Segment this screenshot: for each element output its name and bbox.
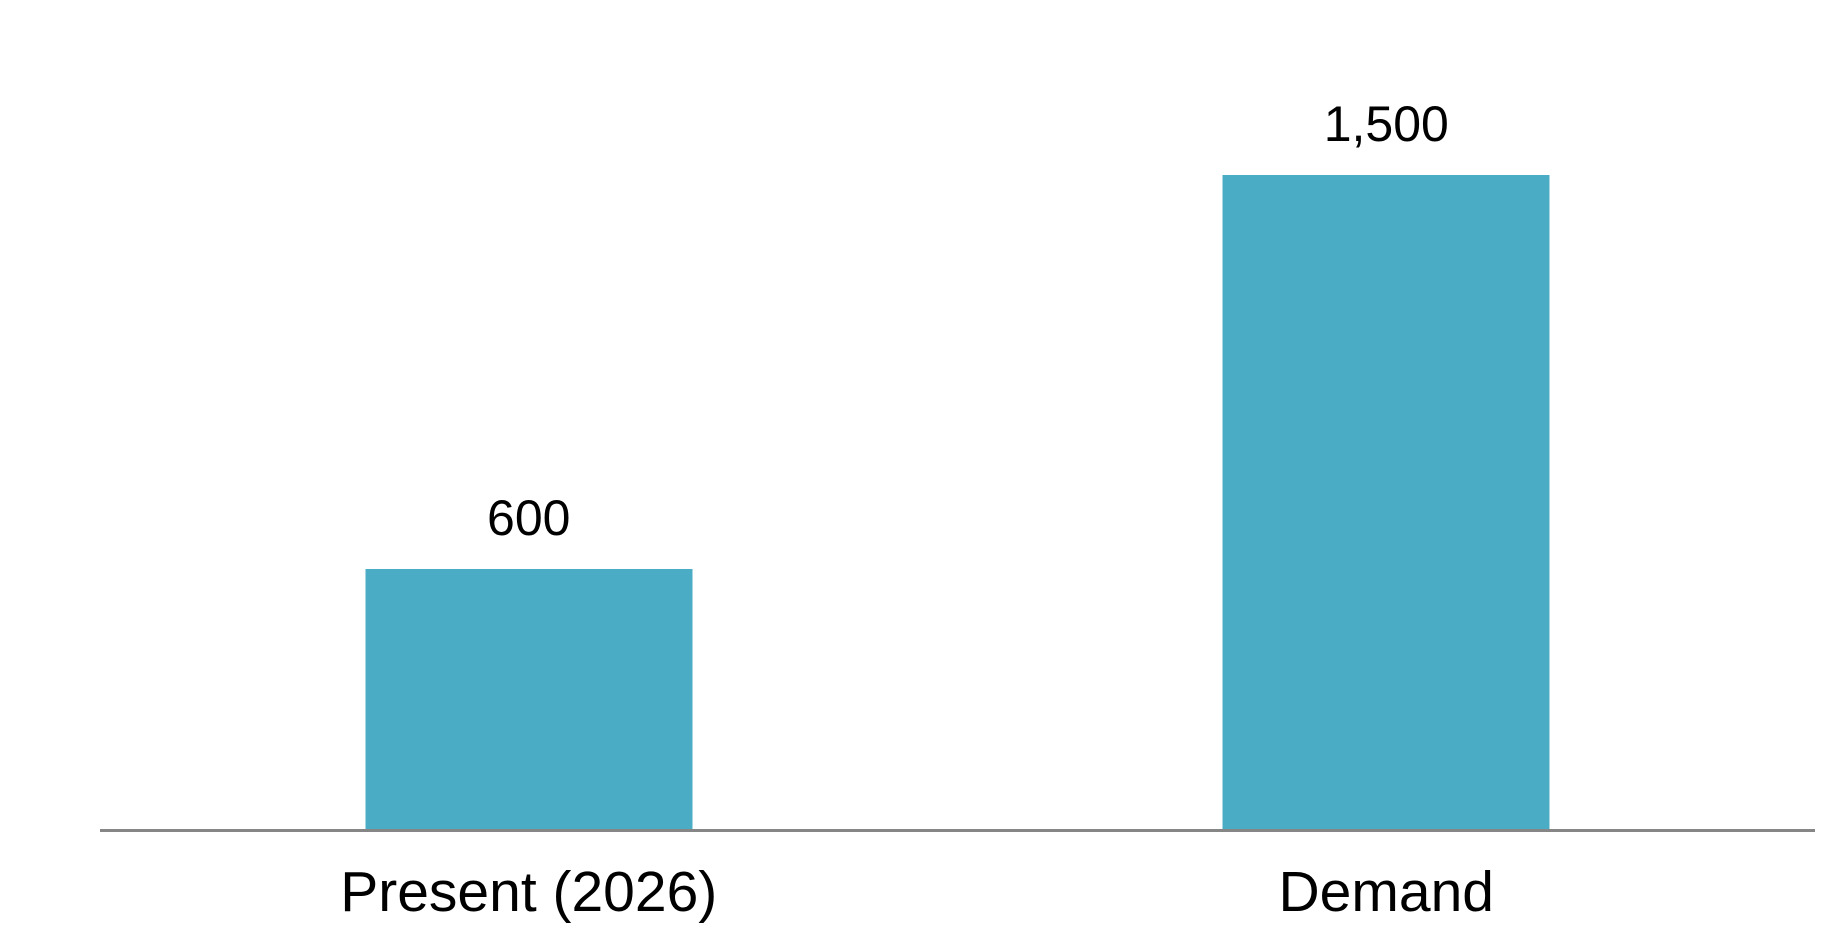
category-label: Present (2026) xyxy=(340,860,718,924)
bar xyxy=(365,569,693,831)
category-label: Demand xyxy=(1278,860,1494,924)
bar xyxy=(1222,175,1550,831)
plot-area: 600 1,500 xyxy=(100,0,1815,831)
value-label: 1,500 xyxy=(1323,96,1449,152)
bar-group: 600 xyxy=(365,489,693,831)
value-label: 600 xyxy=(487,490,571,546)
x-axis-labels: Present (2026) Demand xyxy=(100,860,1815,925)
bar-group: 1,500 xyxy=(1222,95,1550,831)
x-axis-line xyxy=(100,829,1815,832)
